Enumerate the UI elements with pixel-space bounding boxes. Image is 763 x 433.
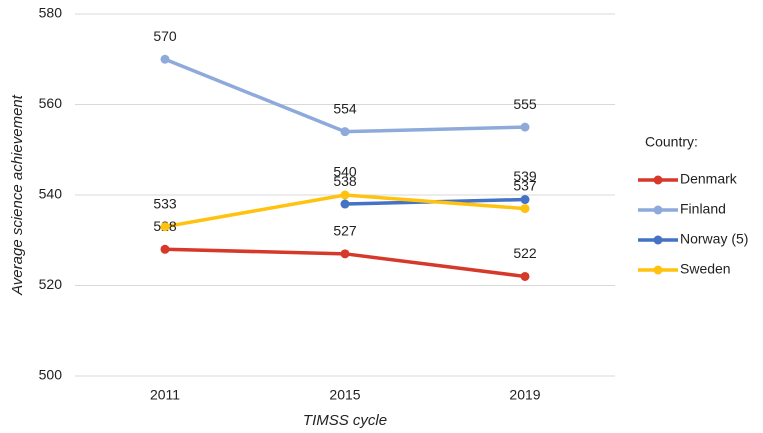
data-label: 533 <box>153 195 177 211</box>
y-tick-label: 500 <box>39 367 63 383</box>
legend-marker <box>653 265 663 275</box>
data-label: 539 <box>513 168 537 184</box>
y-tick-label: 580 <box>39 5 63 21</box>
data-label: 554 <box>333 100 357 116</box>
data-label: 522 <box>513 245 537 261</box>
data-label: 570 <box>153 28 177 44</box>
y-tick-label: 540 <box>39 186 63 202</box>
y-axis-label: Average science achievement <box>9 94 26 296</box>
legend-title: Country: <box>645 134 698 150</box>
data-point <box>340 127 350 137</box>
data-point <box>340 199 350 209</box>
legend-label: Sweden <box>680 261 731 277</box>
series-line <box>164 57 526 134</box>
data-point <box>520 271 530 281</box>
data-label: 527 <box>333 223 357 239</box>
y-tick-label: 560 <box>39 95 63 111</box>
data-label: 537 <box>513 177 537 193</box>
data-point <box>160 244 170 254</box>
data-point <box>520 195 530 205</box>
data-label: 555 <box>513 96 537 112</box>
legend-label: Denmark <box>680 171 738 187</box>
legend-marker <box>653 175 663 185</box>
data-point <box>520 204 530 214</box>
x-tick-label: 2015 <box>329 387 360 403</box>
x-tick-label: 2011 <box>150 387 180 403</box>
legend-label: Finland <box>680 201 726 217</box>
legend-marker <box>653 205 663 215</box>
y-tick-label: 520 <box>39 276 63 292</box>
x-tick-label: 2019 <box>509 387 540 403</box>
legend-marker <box>653 235 663 245</box>
data-point <box>520 122 530 132</box>
data-point <box>340 190 350 200</box>
data-point <box>160 222 170 232</box>
x-axis-label: TIMSS cycle <box>303 412 387 429</box>
data-point <box>340 249 350 259</box>
data-label: 540 <box>333 164 357 180</box>
data-label: 538 <box>333 173 357 189</box>
legend-label: Norway (5) <box>680 231 748 247</box>
data-point <box>160 54 170 64</box>
